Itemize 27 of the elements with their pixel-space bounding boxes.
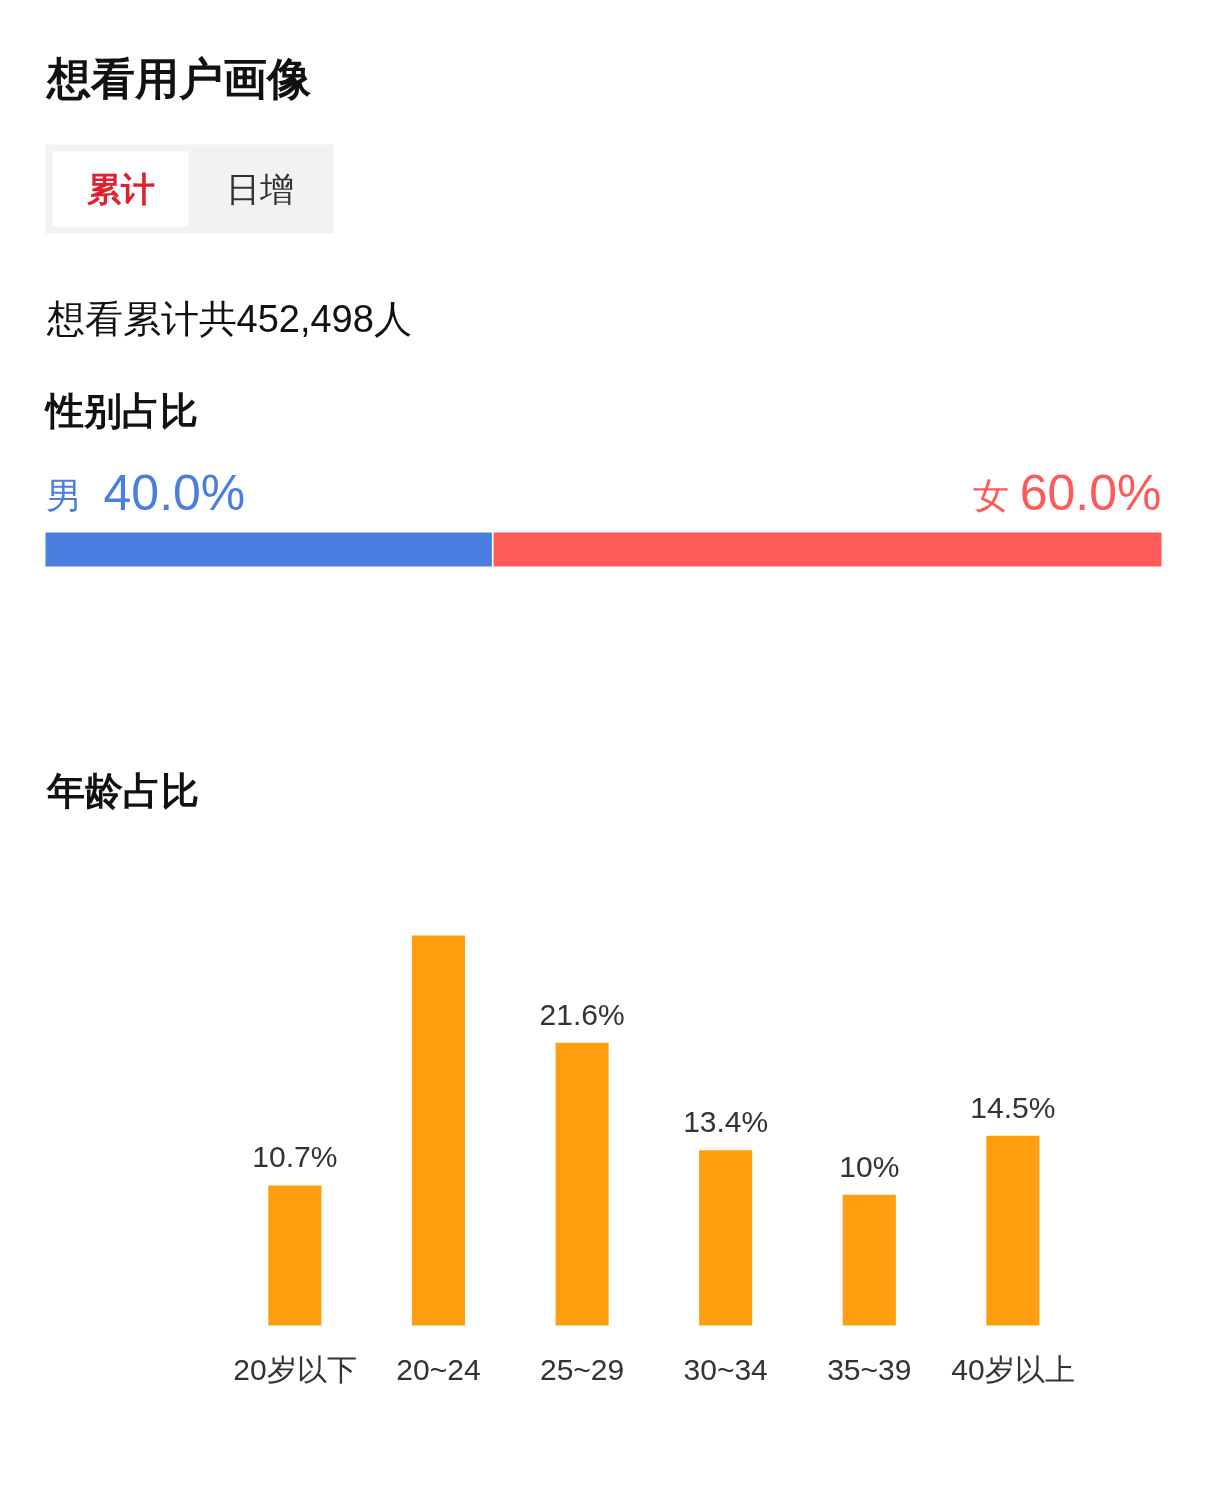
bar (268, 1185, 322, 1326)
data-label: 21.6% (539, 997, 625, 1031)
x-tick-label: 20岁以下 (233, 1353, 357, 1386)
data-label: 10% (839, 1149, 900, 1183)
data-label: 10.7% (252, 1140, 338, 1174)
x-tick-label: 20~24 (396, 1353, 481, 1386)
data-label: 60.0% (1019, 464, 1162, 521)
text: 想看用户画像 (44, 54, 312, 103)
x-tick-label: 40岁以上 (951, 1353, 1075, 1386)
chart-title: 性别占比 (43, 389, 198, 432)
x-tick-label: 35~39 (827, 1353, 912, 1386)
bar (986, 1135, 1040, 1326)
bar (699, 1150, 753, 1326)
bar (555, 1042, 609, 1326)
data-label: 14.5% (970, 1090, 1056, 1124)
text: 日增 (225, 169, 294, 208)
x-tick-label: 25~29 (539, 1353, 625, 1386)
chart-title: 年龄占比 (45, 769, 199, 812)
text: 累计 (86, 169, 155, 208)
bar (842, 1194, 896, 1326)
x-tick-label: 30~34 (683, 1353, 768, 1386)
bar (411, 935, 466, 1326)
data-label: 40.0% (103, 464, 246, 521)
series-label: 男 (45, 475, 82, 516)
text: 想看累计共452,498人 (45, 297, 412, 340)
series-label: 女 (972, 475, 1009, 516)
data-label: 13.4% (683, 1105, 769, 1139)
